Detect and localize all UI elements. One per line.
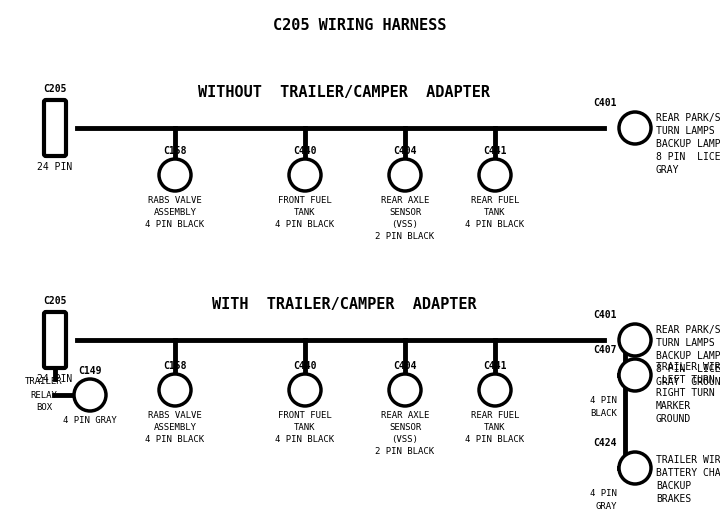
- Text: 4 PIN GRAY: 4 PIN GRAY: [63, 416, 117, 425]
- Text: C440: C440: [293, 146, 317, 156]
- Text: C401: C401: [593, 310, 617, 320]
- Text: BACKUP: BACKUP: [656, 481, 691, 491]
- Text: GRAY  GROUND: GRAY GROUND: [656, 377, 720, 387]
- Text: RELAY: RELAY: [30, 390, 58, 400]
- Text: TRAILER WIRES: TRAILER WIRES: [656, 455, 720, 465]
- Text: REAR PARK/STOP: REAR PARK/STOP: [656, 325, 720, 335]
- Text: TRAILER: TRAILER: [25, 377, 63, 387]
- Text: TANK: TANK: [485, 208, 505, 217]
- Text: REAR FUEL: REAR FUEL: [471, 196, 519, 205]
- Circle shape: [619, 324, 651, 356]
- Text: ASSEMBLY: ASSEMBLY: [153, 423, 197, 432]
- Text: (VSS): (VSS): [392, 435, 418, 444]
- Text: BRAKES: BRAKES: [656, 494, 691, 504]
- Text: C158: C158: [163, 146, 186, 156]
- FancyBboxPatch shape: [44, 312, 66, 368]
- Text: FRONT FUEL: FRONT FUEL: [278, 196, 332, 205]
- Circle shape: [159, 374, 191, 406]
- Text: C205: C205: [43, 296, 67, 306]
- Text: REAR AXLE: REAR AXLE: [381, 196, 429, 205]
- Text: C205 WIRING HARNESS: C205 WIRING HARNESS: [274, 18, 446, 33]
- Text: RIGHT TURN: RIGHT TURN: [656, 388, 715, 398]
- Text: 4 PIN BLACK: 4 PIN BLACK: [465, 220, 525, 229]
- Text: FRONT FUEL: FRONT FUEL: [278, 411, 332, 420]
- Text: BOX: BOX: [36, 403, 52, 413]
- Text: TRAILER WIRES: TRAILER WIRES: [656, 362, 720, 372]
- Text: C401: C401: [593, 98, 617, 108]
- Text: 4 PIN: 4 PIN: [590, 396, 617, 405]
- Text: 24 PIN: 24 PIN: [37, 162, 73, 172]
- Text: 8 PIN  LICENSE LAMPS: 8 PIN LICENSE LAMPS: [656, 364, 720, 374]
- Circle shape: [479, 374, 511, 406]
- Circle shape: [159, 159, 191, 191]
- FancyBboxPatch shape: [44, 100, 66, 156]
- Text: TURN LAMPS: TURN LAMPS: [656, 126, 715, 136]
- Text: 4 PIN BLACK: 4 PIN BLACK: [465, 435, 525, 444]
- Text: LEFT TURN: LEFT TURN: [656, 375, 715, 385]
- Text: C149: C149: [78, 366, 102, 376]
- Text: BATTERY CHARGE: BATTERY CHARGE: [656, 468, 720, 478]
- Text: RABS VALVE: RABS VALVE: [148, 196, 202, 205]
- Text: SENSOR: SENSOR: [389, 208, 421, 217]
- Text: 4 PIN BLACK: 4 PIN BLACK: [276, 220, 335, 229]
- Text: 2 PIN BLACK: 2 PIN BLACK: [375, 232, 435, 241]
- Circle shape: [289, 374, 321, 406]
- Text: 24 PIN: 24 PIN: [37, 374, 73, 384]
- Text: BACKUP LAMPS: BACKUP LAMPS: [656, 351, 720, 361]
- Text: BACKUP LAMPS: BACKUP LAMPS: [656, 139, 720, 149]
- Text: GRAY: GRAY: [656, 165, 680, 175]
- Text: REAR FUEL: REAR FUEL: [471, 411, 519, 420]
- Circle shape: [619, 359, 651, 391]
- Text: C404: C404: [393, 146, 417, 156]
- Text: TANK: TANK: [294, 208, 316, 217]
- Text: (VSS): (VSS): [392, 220, 418, 229]
- Circle shape: [619, 452, 651, 484]
- Text: C441: C441: [483, 361, 507, 371]
- Text: GROUND: GROUND: [656, 414, 691, 424]
- Text: SENSOR: SENSOR: [389, 423, 421, 432]
- Circle shape: [479, 159, 511, 191]
- Text: TANK: TANK: [485, 423, 505, 432]
- Text: WITH  TRAILER/CAMPER  ADAPTER: WITH TRAILER/CAMPER ADAPTER: [212, 297, 477, 312]
- Circle shape: [74, 379, 106, 411]
- Text: ASSEMBLY: ASSEMBLY: [153, 208, 197, 217]
- Circle shape: [619, 112, 651, 144]
- Text: 4 PIN BLACK: 4 PIN BLACK: [276, 435, 335, 444]
- Text: C441: C441: [483, 146, 507, 156]
- Text: C440: C440: [293, 361, 317, 371]
- Text: C205: C205: [43, 84, 67, 94]
- Text: C158: C158: [163, 361, 186, 371]
- Text: 2 PIN BLACK: 2 PIN BLACK: [375, 447, 435, 456]
- Circle shape: [389, 159, 421, 191]
- Text: C424: C424: [593, 438, 617, 448]
- Text: TURN LAMPS: TURN LAMPS: [656, 338, 715, 348]
- Text: 4 PIN BLACK: 4 PIN BLACK: [145, 220, 204, 229]
- Text: C407: C407: [593, 345, 617, 355]
- Text: BLACK: BLACK: [590, 409, 617, 418]
- Text: C404: C404: [393, 361, 417, 371]
- Circle shape: [289, 159, 321, 191]
- Text: 4 PIN: 4 PIN: [590, 489, 617, 498]
- Text: WITHOUT  TRAILER/CAMPER  ADAPTER: WITHOUT TRAILER/CAMPER ADAPTER: [198, 85, 490, 100]
- Text: 8 PIN  LICENSE LAMPS: 8 PIN LICENSE LAMPS: [656, 152, 720, 162]
- Text: TANK: TANK: [294, 423, 316, 432]
- Text: MARKER: MARKER: [656, 401, 691, 411]
- Text: GRAY: GRAY: [595, 502, 617, 511]
- Text: RABS VALVE: RABS VALVE: [148, 411, 202, 420]
- Text: REAR AXLE: REAR AXLE: [381, 411, 429, 420]
- Circle shape: [389, 374, 421, 406]
- Text: 4 PIN BLACK: 4 PIN BLACK: [145, 435, 204, 444]
- Text: REAR PARK/STOP: REAR PARK/STOP: [656, 113, 720, 123]
